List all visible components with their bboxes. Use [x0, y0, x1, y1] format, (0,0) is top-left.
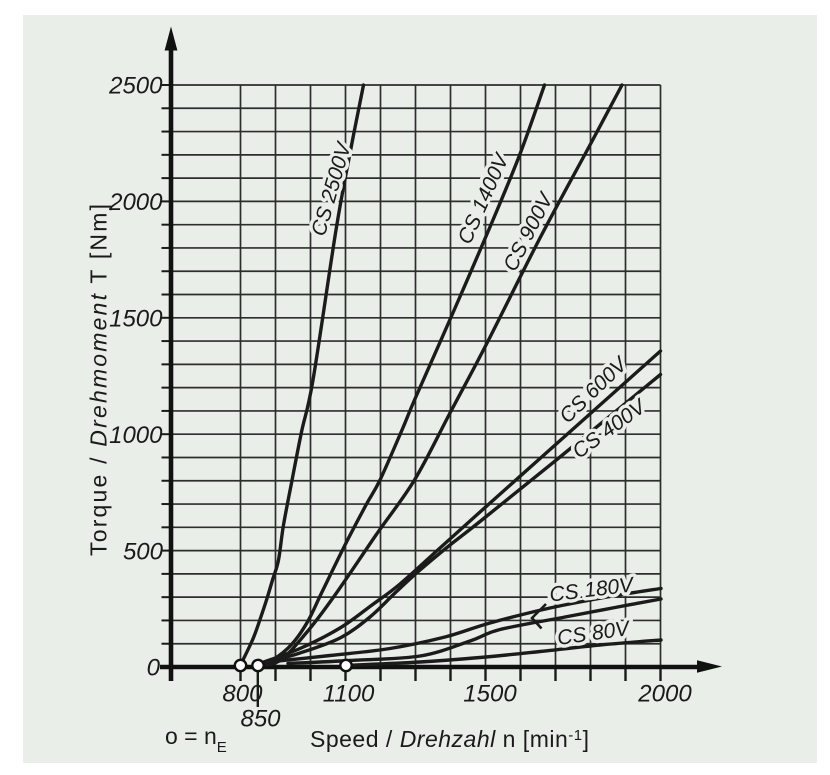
- svg-text:1500: 1500: [463, 681, 517, 708]
- svg-text:1000: 1000: [109, 422, 163, 449]
- svg-text:2500: 2500: [108, 73, 163, 100]
- svg-text:0: 0: [147, 655, 161, 682]
- svg-text:Speed / Drehzahl n [min-1]: Speed / Drehzahl n [min-1]: [310, 726, 590, 752]
- svg-text:800: 800: [222, 681, 263, 708]
- svg-text:2000: 2000: [108, 189, 163, 216]
- svg-text:Torque / Drehmoment T [Nm]: Torque / Drehmoment T [Nm]: [86, 202, 112, 556]
- svg-text:2000: 2000: [637, 681, 692, 708]
- svg-text:500: 500: [123, 538, 164, 565]
- svg-text:850: 850: [240, 706, 281, 733]
- svg-text:1100: 1100: [323, 681, 375, 708]
- svg-text:1500: 1500: [109, 306, 163, 333]
